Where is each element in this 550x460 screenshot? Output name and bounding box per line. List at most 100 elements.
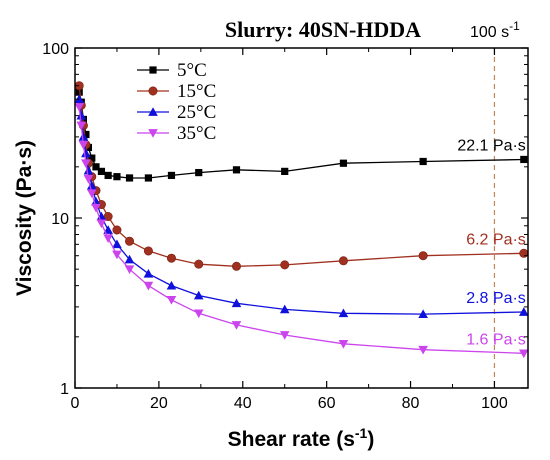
x-tick-label: 0 (71, 395, 80, 412)
data-point (97, 167, 106, 175)
data-point (193, 309, 204, 319)
data-point (143, 281, 154, 291)
data-point (519, 307, 529, 316)
x-tick-label: 40 (234, 395, 252, 412)
data-point (76, 121, 87, 131)
series-end-label: 22.1 Pa·s (457, 137, 525, 154)
data-point (519, 349, 529, 359)
data-point (83, 174, 94, 184)
legend: 5°C15°C25°C35°C (137, 60, 216, 144)
legend-label: 25°C (177, 102, 216, 123)
series-0: 22.1 Pa·s (75, 88, 528, 182)
legend-entry: 35°C (137, 123, 216, 144)
data-point (418, 345, 428, 355)
reference-line-label-main: 100 s (470, 24, 509, 41)
data-point (91, 196, 101, 206)
series-2: 2.8 Pa·s (74, 94, 529, 318)
data-point (86, 180, 97, 190)
data-point (418, 309, 428, 318)
data-point (78, 140, 89, 150)
series-end-label: 6.2 Pa·s (466, 231, 526, 248)
legend-marker (148, 129, 158, 138)
data-point (124, 254, 135, 264)
data-point (112, 250, 122, 260)
data-point (143, 268, 154, 278)
axes-layer: 0 20 40 60 80 100 1 10 100 (42, 41, 528, 412)
series-1: 6.2 Pa·s (74, 81, 529, 271)
x-tick-label: 20 (150, 395, 168, 412)
y-tick-label: 100 (42, 41, 69, 58)
data-point (125, 236, 135, 246)
y-axis-title: Viscosity (Pa·s) (13, 140, 36, 296)
data-point (279, 331, 290, 340)
y-tick-label: 1 (60, 381, 69, 398)
series-line (78, 91, 524, 179)
data-point (419, 157, 427, 166)
data-point (75, 88, 83, 96)
legend-entry: 25°C (137, 102, 216, 123)
data-point (195, 168, 203, 177)
data-point (193, 290, 204, 300)
series-end-label: 1.6 Pa·s (466, 331, 526, 348)
data-point (112, 239, 122, 249)
data-point (519, 248, 529, 258)
data-point (81, 159, 91, 169)
legend-marker (149, 66, 157, 74)
data-point (231, 321, 242, 330)
y-tick-label: 10 (51, 211, 69, 228)
data-point (166, 253, 176, 263)
x-axis-title-main: Shear rate (s (228, 428, 355, 451)
data-point (418, 251, 428, 261)
data-point (166, 296, 177, 305)
legend-label: 5°C (177, 60, 207, 81)
legend-label: 35°C (177, 123, 216, 144)
x-axis-title-sup: -1 (355, 425, 368, 441)
data-point (86, 189, 97, 198)
data-point (104, 171, 112, 180)
data-point (339, 159, 348, 167)
data-point (124, 265, 135, 274)
data-point (166, 280, 177, 290)
data-point (112, 225, 122, 235)
data-point (338, 339, 349, 349)
reference-line-label: 100 s-1 (470, 19, 520, 41)
data-point (92, 163, 100, 171)
chart-title: Slurry: 40SN-HDDA (225, 17, 421, 42)
data-point (74, 94, 84, 104)
legend-entry: 5°C (137, 60, 207, 81)
series-3: 1.6 Pa·s (74, 103, 529, 359)
data-point (83, 165, 94, 175)
legend-entry: 15°C (137, 81, 216, 102)
data-point (96, 219, 107, 229)
data-point (338, 256, 348, 266)
data-point (281, 167, 289, 175)
plot-layer: 22.1 Pa·s 6.2 Pa·s 2.8 Pa·s 1.6 Pa·s (74, 48, 529, 388)
data-point (78, 132, 89, 141)
data-point (143, 246, 153, 256)
data-point (113, 173, 121, 181)
data-point (520, 155, 528, 164)
x-axis-title-close: ) (367, 428, 374, 451)
reference-line-label-sup: -1 (509, 19, 520, 33)
legend-label: 15°C (177, 81, 216, 102)
data-point (76, 110, 87, 120)
x-tick-label: 60 (318, 395, 336, 412)
data-point (338, 308, 349, 318)
data-point (231, 298, 242, 308)
data-point (88, 154, 96, 162)
data-point (194, 259, 204, 269)
data-point (279, 304, 290, 314)
data-point (144, 174, 153, 182)
legend-marker (148, 86, 158, 96)
data-point (81, 148, 91, 158)
data-point (280, 260, 290, 270)
legend-marker (148, 107, 158, 116)
x-tick-label: 80 (402, 395, 420, 412)
data-point (125, 174, 134, 182)
x-tick-label: 100 (481, 395, 508, 412)
data-point (167, 171, 176, 180)
data-point (74, 103, 84, 112)
data-point (103, 234, 113, 244)
series-end-label: 2.8 Pa·s (466, 290, 526, 307)
